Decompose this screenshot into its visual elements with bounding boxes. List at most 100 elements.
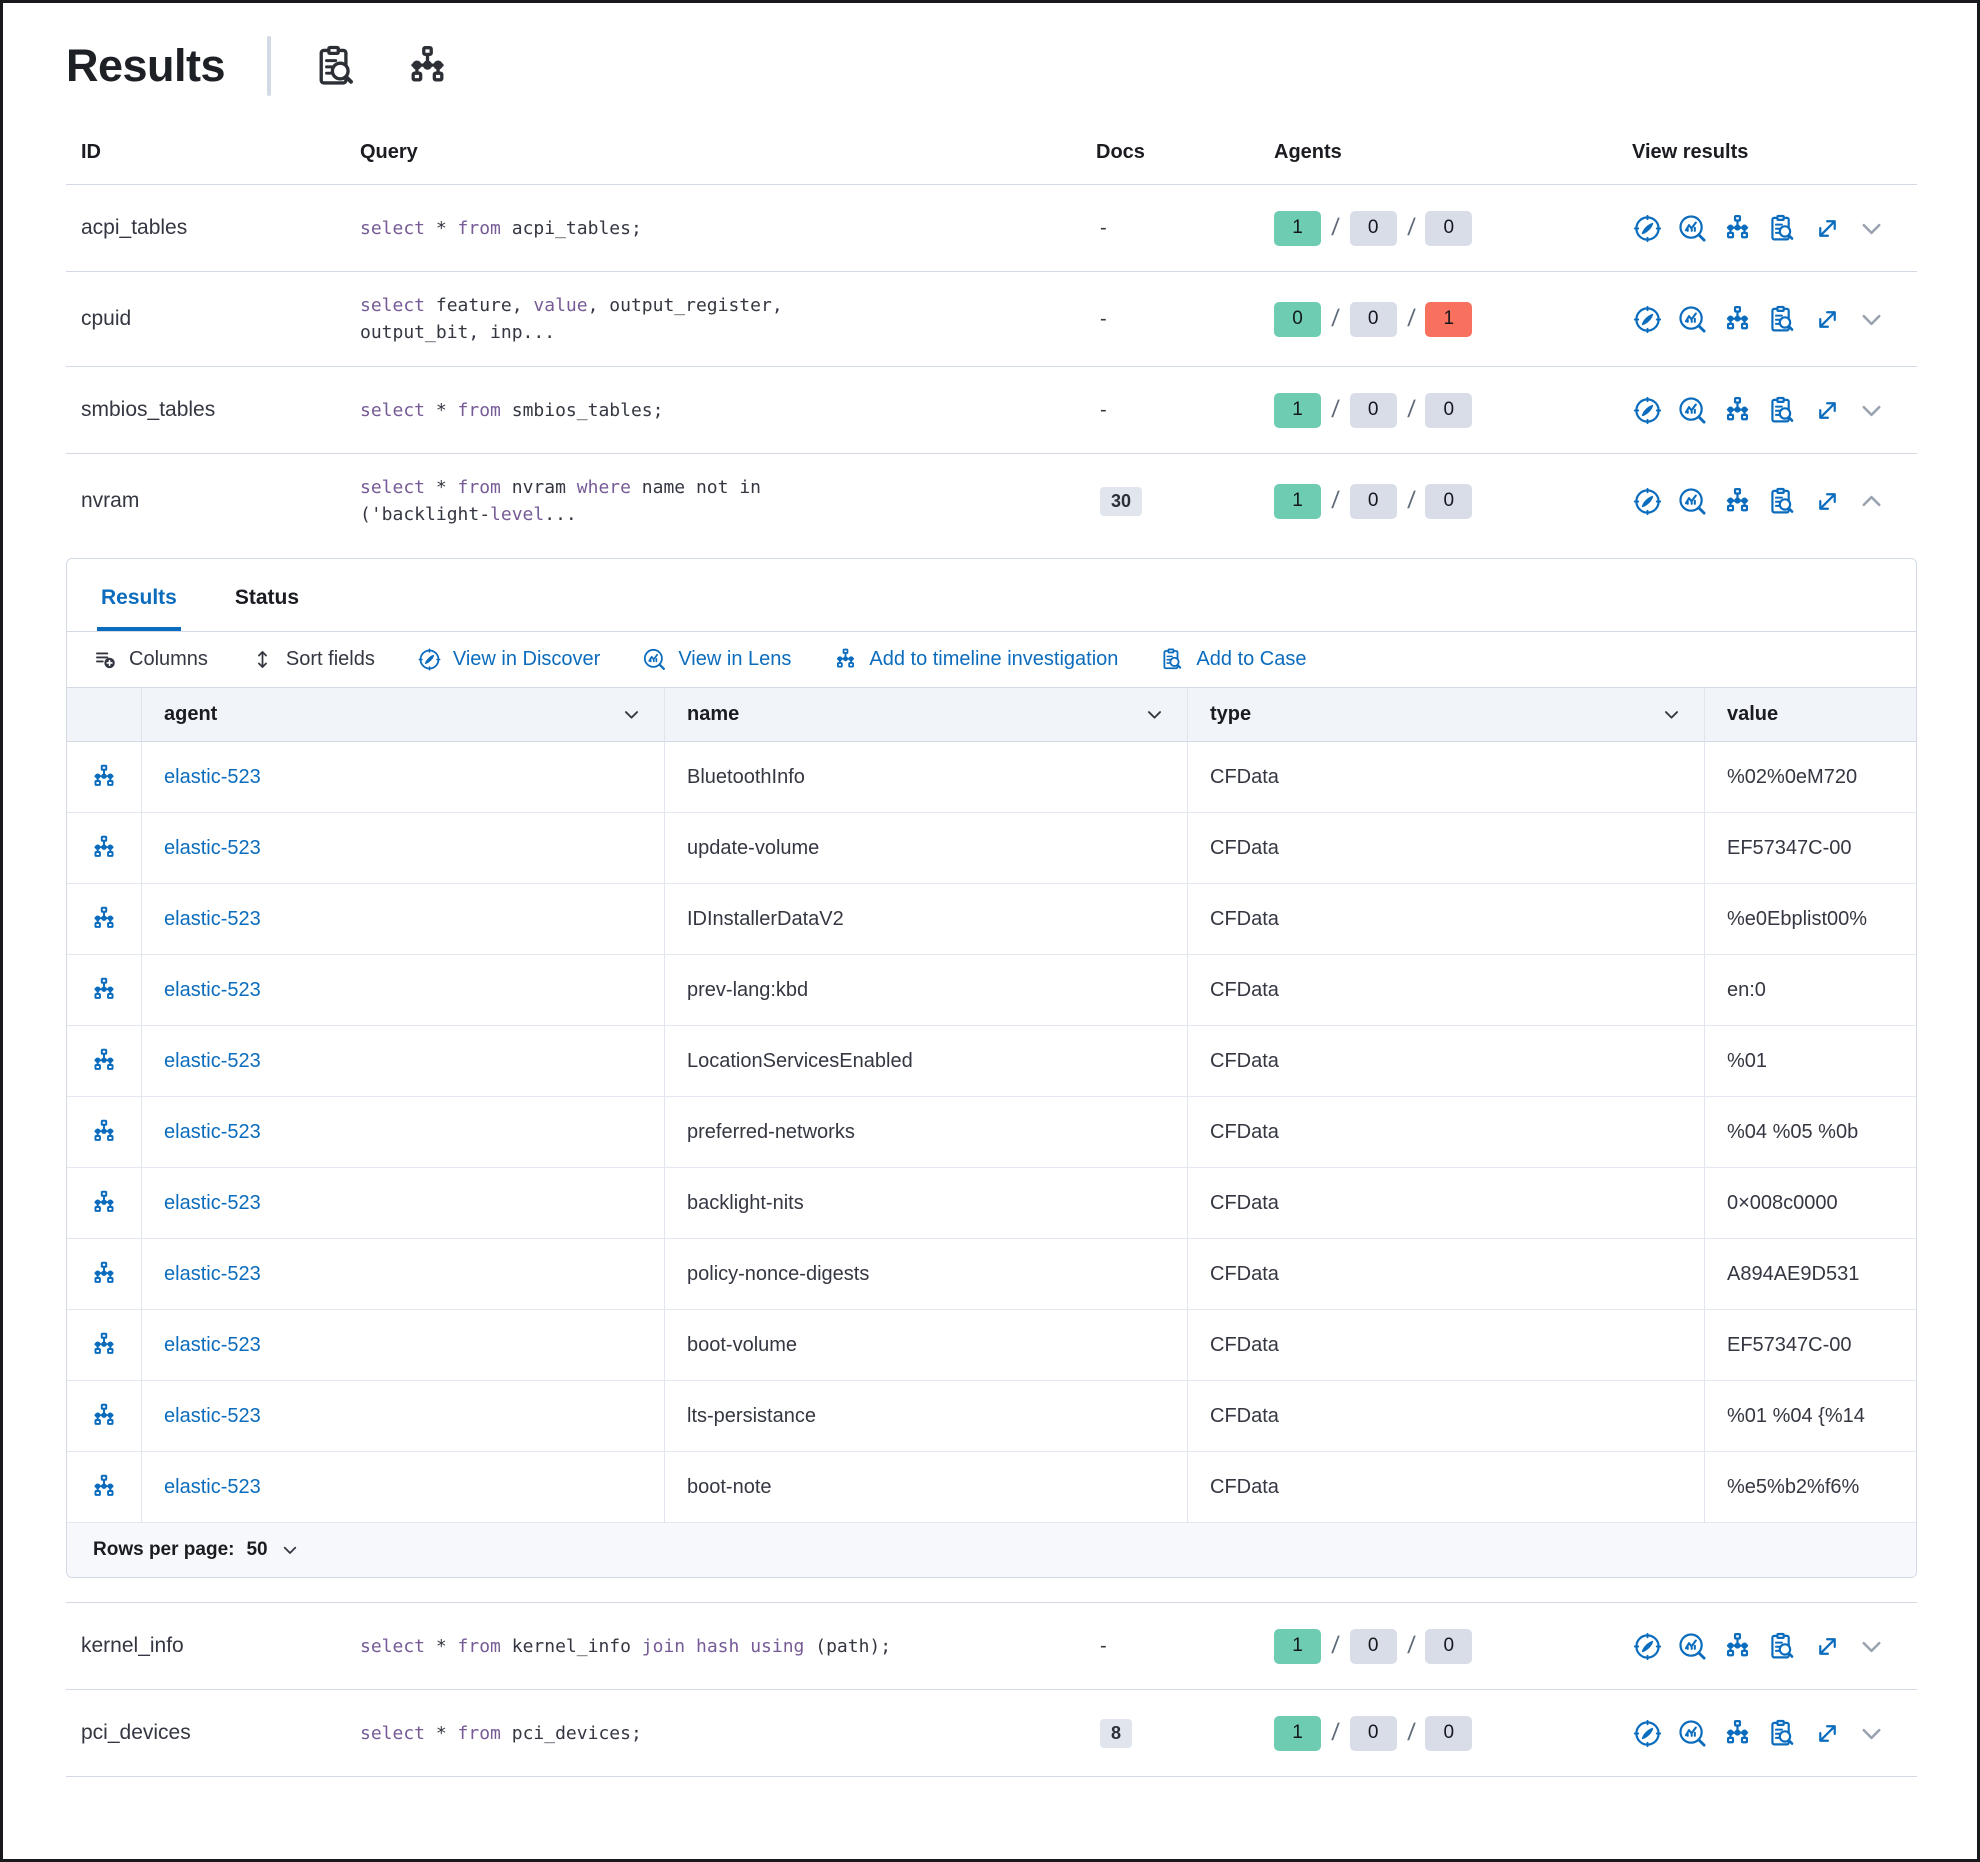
view-results-cell (1632, 1631, 1917, 1662)
grid-col-type[interactable]: type (1187, 688, 1704, 741)
toggle-row-icon[interactable] (1857, 1719, 1886, 1748)
tab-results[interactable]: Results (97, 559, 181, 631)
agent-link[interactable]: elastic-523 (164, 1475, 261, 1498)
query-id-cell: nvram (81, 489, 140, 512)
view-in-discover-icon[interactable] (1632, 486, 1663, 517)
query-id-cell: cpuid (81, 307, 132, 330)
agent-cell: elastic-523 (141, 1310, 664, 1380)
timeline-icon[interactable] (90, 1402, 118, 1430)
clipboard-search-icon[interactable] (313, 43, 360, 90)
toggle-row-icon[interactable] (1857, 305, 1886, 334)
view-results-cell (1632, 486, 1917, 517)
grid-col-name[interactable]: name (664, 688, 1187, 741)
add-to-timeline-icon[interactable] (1722, 1718, 1753, 1749)
agent-link[interactable]: elastic-523 (164, 978, 261, 1001)
agent-link[interactable]: elastic-523 (164, 1333, 261, 1356)
timeline-icon[interactable] (90, 1260, 118, 1288)
timeline-icon[interactable] (90, 763, 118, 791)
toggle-row-icon[interactable] (1857, 214, 1886, 243)
agents-separator: / (1406, 1719, 1416, 1746)
query-code-line: select feature, value, output_register, (360, 295, 783, 316)
toggle-row-icon[interactable] (1857, 487, 1886, 516)
grid-col-value[interactable]: value (1704, 688, 1916, 741)
view-in-discover-icon[interactable] (1632, 1718, 1663, 1749)
query-row-line: nvram select * from nvram where name not … (66, 454, 1917, 548)
add-to-case-icon[interactable] (1767, 395, 1798, 426)
view-in-lens-icon[interactable] (1677, 1718, 1708, 1749)
view-in-lens-button[interactable]: View in Lens (642, 647, 791, 672)
agent-link[interactable]: elastic-523 (164, 1049, 261, 1072)
add-to-timeline-icon[interactable] (1722, 304, 1753, 335)
sort-fields-icon (250, 647, 275, 672)
docs-cell: - (1100, 398, 1107, 421)
type-cell: CFData (1187, 884, 1704, 954)
network-diagram-icon[interactable] (404, 43, 451, 90)
timeline-icon[interactable] (90, 834, 118, 862)
open-fullscreen-icon[interactable] (1812, 213, 1843, 244)
view-in-discover-icon[interactable] (1632, 213, 1663, 244)
columns-button[interactable]: Columns (93, 647, 208, 672)
chevron-down-icon[interactable] (1661, 704, 1682, 725)
agent-link[interactable]: elastic-523 (164, 907, 261, 930)
header-actions (313, 43, 451, 90)
view-in-lens-icon[interactable] (1677, 1631, 1708, 1662)
chevron-down-icon[interactable] (1144, 704, 1165, 725)
toggle-row-icon[interactable] (1857, 396, 1886, 425)
open-fullscreen-icon[interactable] (1812, 1718, 1843, 1749)
value-cell: en:0 (1704, 955, 1916, 1025)
add-to-case-icon[interactable] (1767, 1631, 1798, 1662)
view-in-discover-icon[interactable] (1632, 1631, 1663, 1662)
type-cell: CFData (1187, 1381, 1704, 1451)
view-results-cell (1632, 395, 1917, 426)
add-to-case-button[interactable]: Add to Case (1160, 647, 1307, 672)
agent-count-badge-gray: 0 (1425, 483, 1473, 519)
timeline-icon[interactable] (90, 1047, 118, 1075)
open-fullscreen-icon[interactable] (1812, 304, 1843, 335)
agent-link[interactable]: elastic-523 (164, 1191, 261, 1214)
sort-fields-button[interactable]: Sort fields (250, 647, 375, 672)
name-cell: lts-persistance (664, 1381, 1187, 1451)
query-code: select * from acpi_tables; (360, 195, 1096, 262)
value-cell: %e0Ebplist00% (1704, 884, 1916, 954)
agent-link[interactable]: elastic-523 (164, 1120, 261, 1143)
grid-col-agent[interactable]: agent (141, 688, 664, 741)
add-to-case-icon[interactable] (1767, 304, 1798, 335)
rows-per-page-control[interactable]: Rows per page: 50 (67, 1523, 1916, 1577)
view-in-lens-icon[interactable] (1677, 395, 1708, 426)
type-cell: CFData (1187, 955, 1704, 1025)
chevron-down-icon[interactable] (621, 704, 642, 725)
timeline-icon[interactable] (90, 1189, 118, 1217)
view-in-discover-icon[interactable] (1632, 395, 1663, 426)
add-to-timeline-button[interactable]: Add to timeline investigation (833, 647, 1118, 672)
agent-count-badge-gray: 0 (1349, 1715, 1397, 1751)
result-row: elastic-523 backlight-nits CFData 0×008c000… (67, 1168, 1916, 1239)
agent-link[interactable]: elastic-523 (164, 1262, 261, 1285)
add-to-timeline-icon[interactable] (1722, 1631, 1753, 1662)
row-details-cell (67, 813, 141, 883)
add-to-timeline-icon[interactable] (1722, 213, 1753, 244)
timeline-icon[interactable] (90, 1473, 118, 1501)
open-fullscreen-icon[interactable] (1812, 486, 1843, 517)
view-in-lens-icon[interactable] (1677, 486, 1708, 517)
toggle-row-icon[interactable] (1857, 1632, 1886, 1661)
view-in-discover-button[interactable]: View in Discover (417, 647, 600, 672)
add-to-timeline-icon[interactable] (1722, 395, 1753, 426)
view-in-lens-icon[interactable] (1677, 213, 1708, 244)
tab-status[interactable]: Status (234, 586, 300, 609)
agent-link[interactable]: elastic-523 (164, 836, 261, 859)
agent-link[interactable]: elastic-523 (164, 765, 261, 788)
view-in-lens-icon[interactable] (1677, 304, 1708, 335)
open-fullscreen-icon[interactable] (1812, 395, 1843, 426)
add-to-case-icon[interactable] (1767, 486, 1798, 517)
view-in-discover-icon[interactable] (1632, 304, 1663, 335)
timeline-icon[interactable] (90, 905, 118, 933)
add-to-case-icon[interactable] (1767, 213, 1798, 244)
timeline-icon[interactable] (90, 1118, 118, 1146)
timeline-icon[interactable] (90, 976, 118, 1004)
results-panel: Results Status Columns Sort fields View … (66, 558, 1917, 1578)
add-to-case-icon[interactable] (1767, 1718, 1798, 1749)
add-to-timeline-icon[interactable] (1722, 486, 1753, 517)
timeline-icon[interactable] (90, 1331, 118, 1359)
agent-link[interactable]: elastic-523 (164, 1404, 261, 1427)
open-fullscreen-icon[interactable] (1812, 1631, 1843, 1662)
